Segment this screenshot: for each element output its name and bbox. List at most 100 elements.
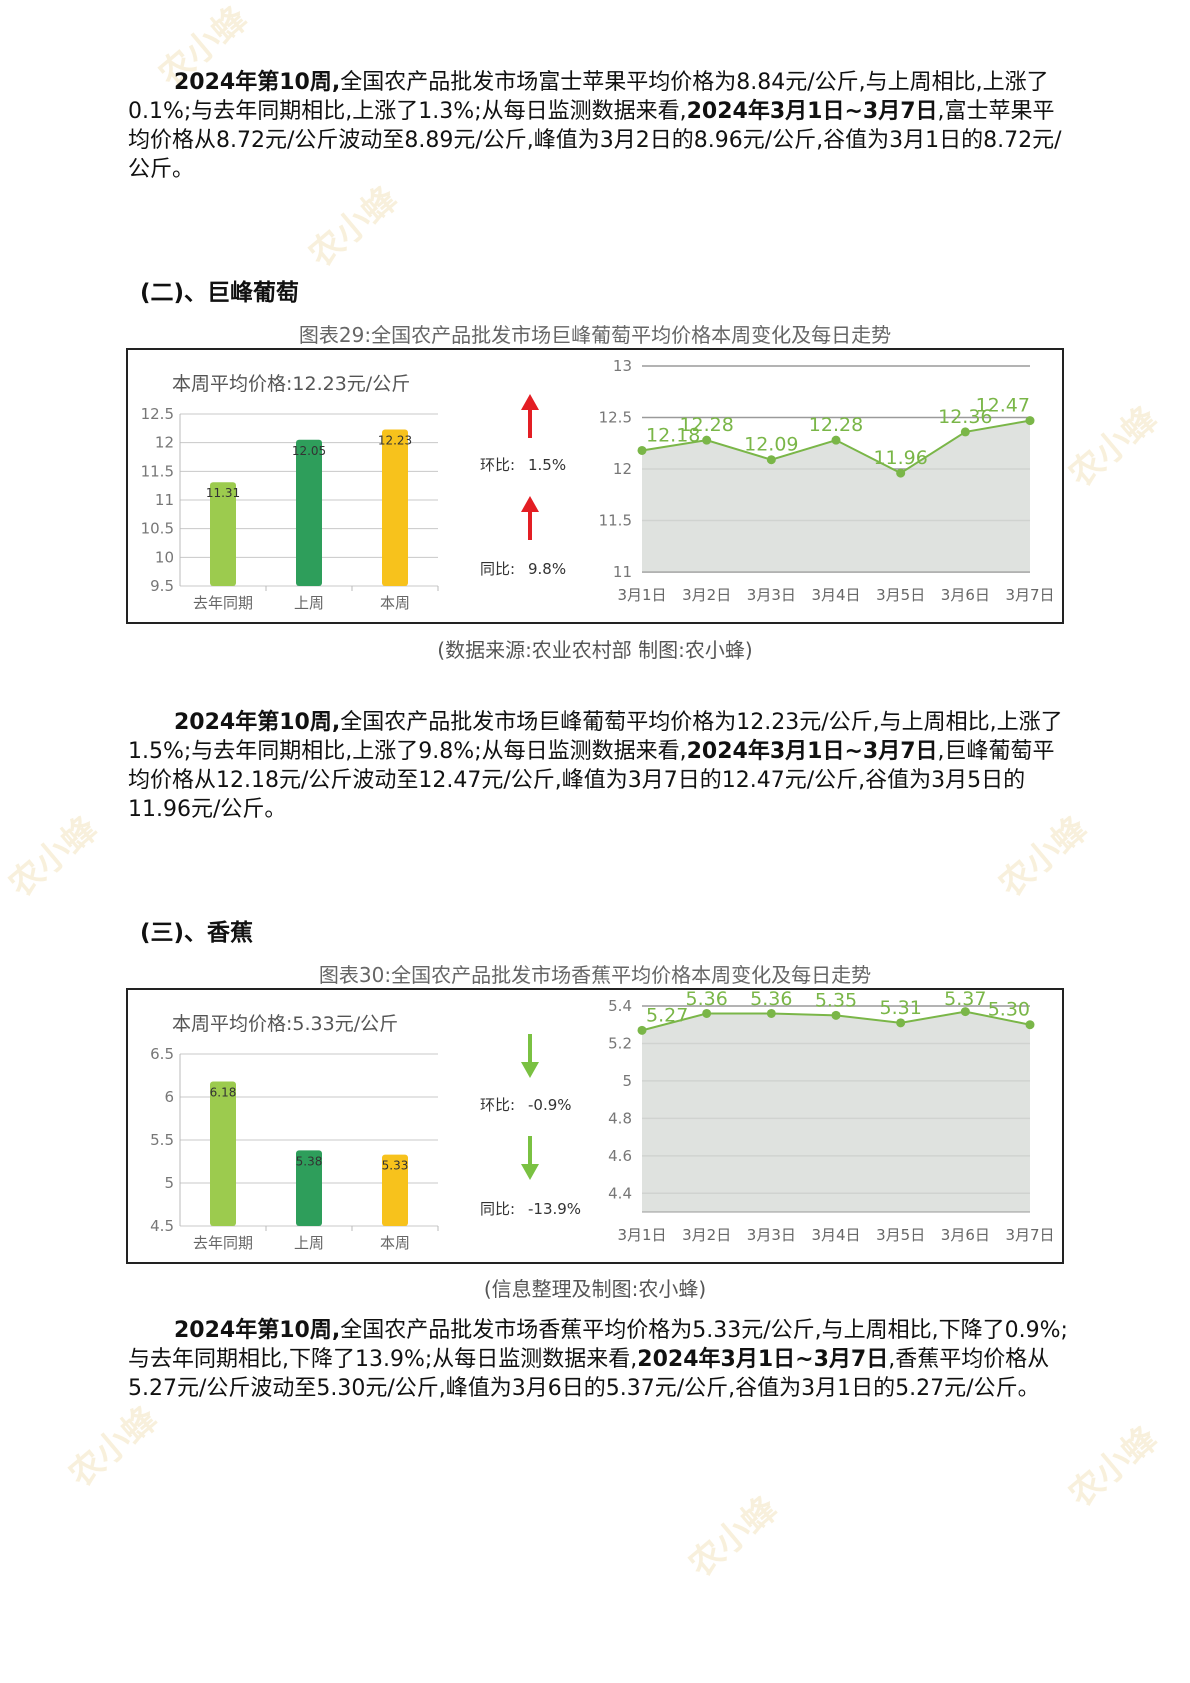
grape-line-panel: 11 11.5 12 12.5 13 12.18 3月1日 12.28 3月2日 12.09 3月3… <box>586 348 1064 624</box>
apple-date-bold: 2024年3月1日~3月7日 <box>686 99 938 124</box>
data-point <box>960 1007 970 1017</box>
grape-line-chart: 11 11.5 12 12.5 13 12.18 3月1日 12.28 3月2日 12.09 3月3… <box>599 357 1055 604</box>
grape-paragraph: 2024年第10周,全国农产品批发市场巨峰葡萄平均价格为12.23元/公斤,与上… <box>128 708 1068 824</box>
data-point <box>960 427 970 437</box>
point-value-label: 12.28 <box>679 414 733 436</box>
bar <box>382 1154 408 1226</box>
y-tick-label: 4.6 <box>608 1147 632 1165</box>
banana-date-bold: 2024年3月1日~3月7日 <box>637 1347 889 1372</box>
bar-value-label: 12.05 <box>292 444 326 458</box>
data-point <box>766 1008 776 1018</box>
banana-week-bold: 2024年第10周, <box>174 1318 341 1343</box>
point-value-label: 5.37 <box>944 990 986 1010</box>
bar-value-label: 12.23 <box>378 433 412 447</box>
x-category-label: 3月4日 <box>811 1226 860 1244</box>
change-label: 同比: <box>480 560 515 578</box>
y-tick-label: 11.5 <box>599 512 632 530</box>
x-category-label: 3月1日 <box>617 1226 666 1244</box>
data-point <box>637 1025 647 1035</box>
banana-figure-title: 图表30:全国农产品批发市场香蕉平均价格本周变化及每日走势 <box>318 963 872 987</box>
y-tick-label: 12 <box>613 460 632 478</box>
bar-value-label: 5.33 <box>382 1159 409 1173</box>
watermark: 农小蜂 <box>681 1489 786 1586</box>
y-tick-label: 5.2 <box>608 1034 632 1052</box>
bar <box>296 1150 322 1226</box>
grape-bar-chart: 本周平均价格:12.23元/公斤 9.5 10 10.5 11 11.5 12 12.5 11.… <box>141 373 567 612</box>
grape-bar-panel: 本周平均价格:12.23元/公斤 9.5 10 10.5 11 11.5 12 12.5 11.… <box>126 348 590 624</box>
down-arrow-head-icon <box>521 1062 539 1078</box>
x-category-label: 本周 <box>380 1234 410 1252</box>
data-point <box>831 1010 841 1020</box>
y-tick-label: 12.5 <box>599 409 632 427</box>
x-category-label: 3月3日 <box>747 586 796 604</box>
point-value-label: 5.27 <box>646 1004 688 1026</box>
x-category-label: 3月3日 <box>747 1226 796 1244</box>
y-tick-label: 4.5 <box>150 1217 174 1235</box>
data-point <box>702 435 712 445</box>
x-category-label: 3月5日 <box>876 1226 925 1244</box>
x-category-label: 本周 <box>380 594 410 612</box>
point-value-label: 5.31 <box>880 997 922 1019</box>
x-category-label: 上周 <box>294 594 324 612</box>
bar <box>382 429 408 586</box>
watermark: 农小蜂 <box>1 809 106 906</box>
average-price-label: 本周平均价格:12.23元/公斤 <box>172 373 410 395</box>
data-point <box>896 1018 906 1028</box>
data-point <box>1025 416 1035 426</box>
apple-paragraph: 2024年第10周,全国农产品批发市场富士苹果平均价格为8.84元/公斤,与上周… <box>128 68 1068 184</box>
grape-text-2: ,巨峰葡萄平均价格从12.18元/公斤波动至12.47元/公斤,峰值为3月7日的… <box>128 739 1055 822</box>
x-category-label: 3月2日 <box>682 1226 731 1244</box>
banana-source: (信息整理及制图:农小蜂) <box>483 1277 707 1301</box>
y-tick-label: 9.5 <box>150 577 174 595</box>
x-category-label: 3月1日 <box>617 586 666 604</box>
y-tick-label: 10 <box>155 548 174 566</box>
watermark: 农小蜂 <box>301 179 406 276</box>
bar <box>296 439 322 586</box>
y-tick-label: 6.5 <box>150 1045 174 1063</box>
change-value: 9.8% <box>528 560 566 578</box>
y-tick-label: 5 <box>164 1174 174 1192</box>
down-arrow-head-icon <box>521 1164 539 1180</box>
point-value-label: 5.36 <box>686 990 728 1010</box>
banana-bar-chart: 本周平均价格:5.33元/公斤 4.5 5 5.5 6 6.5 6.18 去年同期 5.38 上周… <box>150 1013 581 1252</box>
data-point <box>1025 1020 1035 1030</box>
y-tick-label: 5 <box>622 1072 632 1090</box>
y-tick-label: 13 <box>613 357 632 375</box>
watermark: 农小蜂 <box>1061 399 1166 496</box>
x-category-label: 3月7日 <box>1005 1226 1054 1244</box>
apple-text-1: 全国农产品批发市场富士苹果平均价格为8.84元/公斤,与上周相比,上涨了0.1%… <box>128 70 1049 124</box>
x-category-label: 3月7日 <box>1005 586 1054 604</box>
change-label: 同比: <box>480 1200 515 1218</box>
grape-source: (数据来源:农业农村部 制图:农小蜂) <box>437 638 753 662</box>
average-price-label: 本周平均价格:5.33元/公斤 <box>172 1013 398 1035</box>
grape-text-1: 全国农产品批发市场巨峰葡萄平均价格为12.23元/公斤,与上周相比,上涨了1.5… <box>128 710 1063 764</box>
grape-heading: (二)、巨峰葡萄 <box>140 280 300 306</box>
bar <box>210 1081 236 1226</box>
point-value-label: 5.30 <box>988 999 1030 1021</box>
area-fill <box>642 1011 1030 1212</box>
bar <box>210 482 236 586</box>
point-value-label: 12.09 <box>744 434 798 456</box>
point-value-label: 12.36 <box>938 406 992 428</box>
banana-heading: (三)、香蕉 <box>140 920 254 946</box>
x-category-label: 上周 <box>294 1234 324 1252</box>
point-value-label: 5.35 <box>815 990 857 1011</box>
apple-week-bold: 2024年第10周, <box>174 70 341 95</box>
x-category-label: 3月6日 <box>941 586 990 604</box>
y-tick-label: 11.5 <box>141 462 174 480</box>
y-tick-label: 12.5 <box>141 405 174 423</box>
y-tick-label: 5.4 <box>608 997 632 1015</box>
banana-line-chart: 4.4 4.6 4.8 5 5.2 5.4 5.27 3月1日 5.36 3月2日 5.36 3月3日… <box>608 990 1054 1244</box>
x-category-label: 3月5日 <box>876 586 925 604</box>
x-category-label: 去年同期 <box>193 1234 253 1252</box>
x-category-label: 3月6日 <box>941 1226 990 1244</box>
point-value-label: 12.28 <box>809 414 863 436</box>
bar-value-label: 5.38 <box>296 1154 323 1168</box>
x-category-label: 3月4日 <box>811 586 860 604</box>
banana-text-2: ,香蕉平均价格从5.27元/公斤波动至5.30元/公斤,峰值为3月6日的5.37… <box>128 1347 1050 1401</box>
change-label: 环比: <box>480 1096 515 1114</box>
y-tick-label: 4.4 <box>608 1184 632 1202</box>
y-tick-label: 11 <box>155 491 174 509</box>
bar-value-label: 6.18 <box>210 1086 237 1100</box>
x-category-label: 去年同期 <box>193 594 253 612</box>
